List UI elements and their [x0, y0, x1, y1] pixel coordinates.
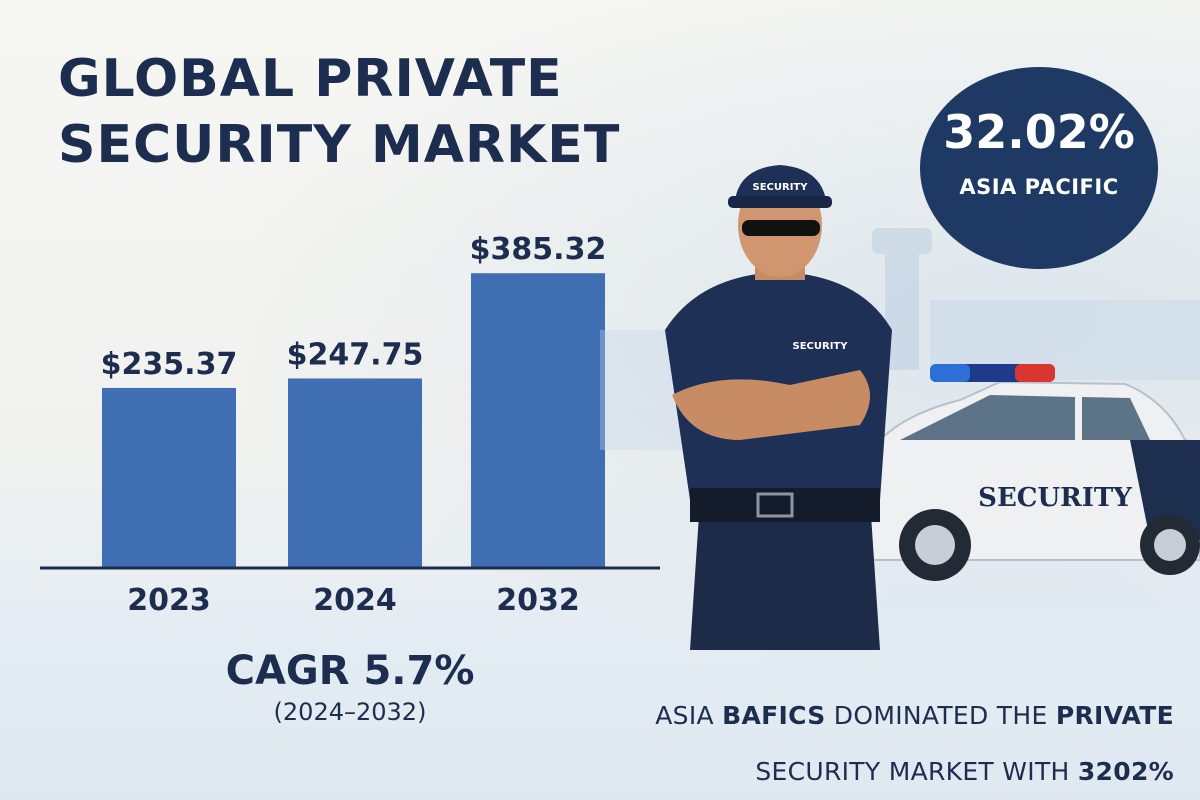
bar-chart: $235.37 2023 $247.75 2024 $385.32 2032: [40, 232, 660, 618]
bar-2032: [471, 273, 605, 568]
title-line-2: SECURITY MARKET: [58, 115, 621, 175]
car-security-text: SECURITY: [978, 483, 1132, 513]
footnote-part-4: PRIVATE: [1055, 701, 1174, 730]
x-tick-2024: 2024: [313, 583, 397, 618]
cagr-value: CAGR 5.7%: [225, 648, 475, 694]
security-car: SECURITY: [859, 364, 1200, 581]
region-share-badge: 32.02% ASIA PACIFIC: [920, 67, 1158, 269]
badge-label: ASIA PACIFIC: [959, 175, 1119, 199]
data-label-2023: $235.37: [101, 347, 238, 382]
cagr-block: CAGR 5.7% (2024–2032): [200, 648, 500, 726]
page-title: GLOBAL PRIVATE SECURITY MARKET: [58, 46, 678, 178]
badge-value: 32.02%: [943, 105, 1135, 159]
footnote-part-6: 3202%: [1077, 757, 1174, 786]
shirt-security-text: SECURITY: [793, 341, 849, 352]
bar-2024: [288, 378, 422, 568]
x-tick-2023: 2023: [127, 583, 211, 618]
cap-security-text: SECURITY: [753, 182, 809, 193]
data-label-2032: $385.32: [470, 232, 607, 267]
data-label-2024: $247.75: [287, 337, 424, 372]
x-tick-2032: 2032: [496, 583, 580, 618]
footnote-part-1: ASIA: [655, 701, 723, 730]
security-guard: SECURITY SECURITY: [665, 165, 892, 650]
footnote-part-2: BAFICS: [722, 701, 826, 730]
cagr-period: (2024–2032): [273, 698, 427, 726]
footnote-line-2: SECURITY MARKET WITH 3202%: [574, 744, 1174, 800]
footnote-line-1: ASIA BAFICS DOMINATED THE PRIVATE: [574, 688, 1174, 744]
footnote-part-3: DOMINATED THE: [825, 701, 1056, 730]
footnote-part-5: SECURITY MARKET WITH: [755, 757, 1078, 786]
bar-2023: [102, 387, 236, 568]
security-illustration: SECURITY SECURITY SECURITY: [600, 165, 1200, 650]
title-line-1: GLOBAL PRIVATE: [58, 49, 563, 109]
footnote: ASIA BAFICS DOMINATED THE PRIVATE SECURI…: [574, 688, 1174, 800]
